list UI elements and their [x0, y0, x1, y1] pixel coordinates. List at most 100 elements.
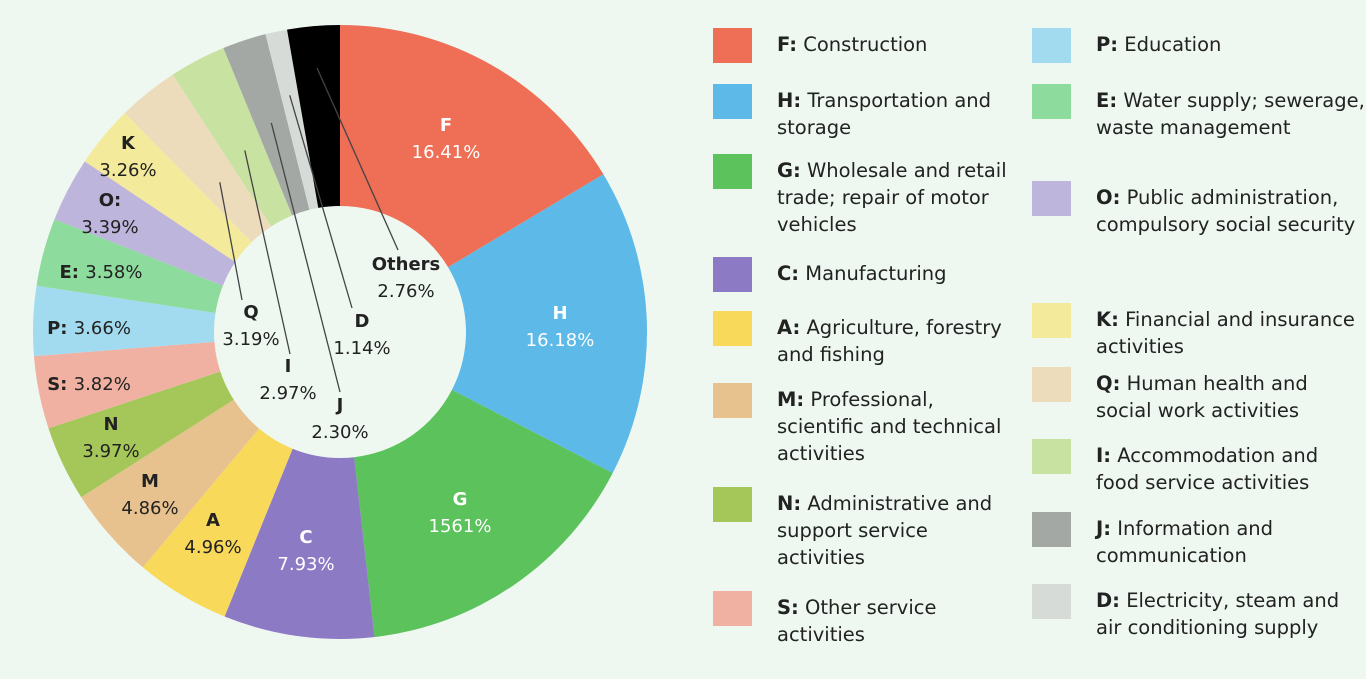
legend-label: A: Agriculture, forestry and fishing — [777, 314, 1013, 368]
legend-label: H: Transportation and storage — [777, 87, 1013, 141]
legend-swatch — [713, 257, 752, 292]
leader-line-d — [289, 95, 353, 309]
slice-code-others: Others — [372, 254, 441, 275]
legend-item-j: J: Information and communication — [1032, 512, 1366, 569]
slice-code-a: A — [206, 510, 220, 531]
legend-label: S: Other service activities — [777, 594, 1013, 648]
leader-line-i — [244, 150, 291, 355]
slice-code-j: J — [335, 395, 344, 416]
donut-chart: F 16.41% H 16.18% G 1561% C 7.93% A 4.96% M 4.86% N 3… — [33, 25, 647, 639]
legend-label: C: Manufacturing — [777, 260, 947, 287]
slice-j — [223, 34, 310, 216]
legend-item-k: K: Financial and insurance activities — [1032, 303, 1366, 360]
legend-item-s: S: Other service activities — [713, 591, 1013, 648]
legend-code: F: — [777, 33, 798, 56]
legend-swatch — [713, 591, 752, 626]
legend-item-g: G: Wholesale and retail trade; repair of… — [713, 154, 1013, 238]
slice-code-i: I — [285, 356, 292, 377]
slice-others — [287, 25, 340, 208]
legend-label: N: Administrative and support service ac… — [777, 490, 1013, 571]
slice-value-h: 16.18% — [526, 330, 595, 351]
legend-text: Professional, scientific and technical a… — [777, 388, 1002, 465]
slice-value-k: 3.26% — [99, 160, 156, 181]
slice-code-m: M — [141, 471, 159, 492]
legend-code: O: — [1096, 186, 1121, 209]
legend-text: Public administration, compulsory social… — [1096, 186, 1356, 236]
legend-item-n: N: Administrative and support service ac… — [713, 487, 1013, 571]
legend-text: Education — [1118, 33, 1222, 56]
legend-code: G: — [777, 159, 801, 182]
slice-code-h: H — [552, 303, 567, 324]
slice-c — [224, 448, 375, 639]
slice-label-s: S: 3.82% — [47, 374, 131, 395]
legend-item-c: C: Manufacturing — [713, 257, 1013, 292]
legend-item-m: M: Professional, scientific and technica… — [713, 383, 1013, 467]
slice-d — [265, 29, 319, 210]
legend-item-e: E: Water supply; sewerage, waste managem… — [1032, 84, 1366, 141]
legend-label: K: Financial and insurance activities — [1096, 306, 1366, 360]
legend-code: J: — [1096, 517, 1112, 540]
legend-swatch — [1032, 512, 1071, 547]
slice-value-a: 4.96% — [184, 537, 241, 558]
slice-value-n: 3.97% — [82, 441, 139, 462]
legend-label: J: Information and communication — [1096, 515, 1366, 569]
slice-value-o: 3.39% — [81, 217, 138, 238]
legend-swatch — [713, 487, 752, 522]
legend-item-f: F: Construction — [713, 28, 1013, 63]
legend-text: Human health and social work activities — [1096, 372, 1308, 422]
legend-label: D: Electricity, steam and air conditioni… — [1096, 587, 1366, 641]
legend-code: S: — [777, 596, 799, 619]
leader-line-j — [270, 122, 341, 393]
legend-label: P: Education — [1096, 31, 1221, 58]
slice-m — [81, 399, 260, 568]
slice-code-q: Q — [243, 302, 258, 323]
slice-code-o: O: — [99, 190, 122, 211]
legend-item-p: P: Education — [1032, 28, 1366, 63]
slice-code-c: C — [299, 527, 312, 548]
legend-text: Wholesale and retail trade; repair of mo… — [777, 159, 1007, 236]
legend-text: Transportation and storage — [777, 89, 992, 139]
legend-label: G: Wholesale and retail trade; repair of… — [777, 157, 1013, 238]
slice-o — [54, 161, 236, 286]
legend-text: Water supply; sewerage, waste management — [1096, 89, 1365, 139]
slice-value-c: 7.93% — [277, 554, 334, 575]
legend-item-o: O: Public administration, compulsory soc… — [1032, 181, 1366, 238]
slice-f — [340, 25, 604, 268]
legend-swatch — [1032, 439, 1071, 474]
slice-a — [142, 428, 293, 617]
legend-text: Financial and insurance activities — [1096, 308, 1355, 358]
legend-text: Accommodation and food service activitie… — [1096, 444, 1319, 494]
legend-code: Q: — [1096, 372, 1121, 395]
legend-text: Information and communication — [1096, 517, 1274, 567]
legend-swatch — [1032, 84, 1071, 119]
slice-code-g: G — [453, 489, 468, 510]
legend-code: C: — [777, 262, 800, 285]
legend-swatch — [713, 311, 752, 346]
legend-code: E: — [1096, 89, 1118, 112]
legend-code: I: — [1096, 444, 1112, 467]
slice-value-q: 3.19% — [222, 329, 279, 350]
legend-text: Manufacturing — [799, 262, 947, 285]
slice-e — [36, 219, 223, 314]
legend-swatch — [1032, 367, 1071, 402]
legend-text: Agriculture, forestry and fishing — [777, 316, 1002, 366]
legend-code: K: — [1096, 308, 1119, 331]
legend-code: H: — [777, 89, 802, 112]
legend-text: Electricity, steam and air conditioning … — [1096, 589, 1340, 639]
slice-label-p: P: 3.66% — [47, 318, 131, 339]
legend-code: P: — [1096, 33, 1119, 56]
legend-swatch — [1032, 303, 1071, 338]
legend-label: F: Construction — [777, 31, 927, 58]
legend-swatch — [713, 28, 752, 63]
legend-text: Other service activities — [777, 596, 937, 646]
slice-q — [124, 74, 272, 243]
legend-swatch — [713, 383, 752, 418]
slice-value-g: 1561% — [429, 516, 492, 537]
legend-code: M: — [777, 388, 805, 411]
leader-line-others — [316, 67, 399, 251]
legend-item-i: I: Accommodation and food service activi… — [1032, 439, 1366, 496]
legend-label: I: Accommodation and food service activi… — [1096, 442, 1366, 496]
slice-code-k: K — [121, 133, 136, 154]
legend-swatch — [1032, 181, 1071, 216]
slice-i — [172, 48, 293, 227]
